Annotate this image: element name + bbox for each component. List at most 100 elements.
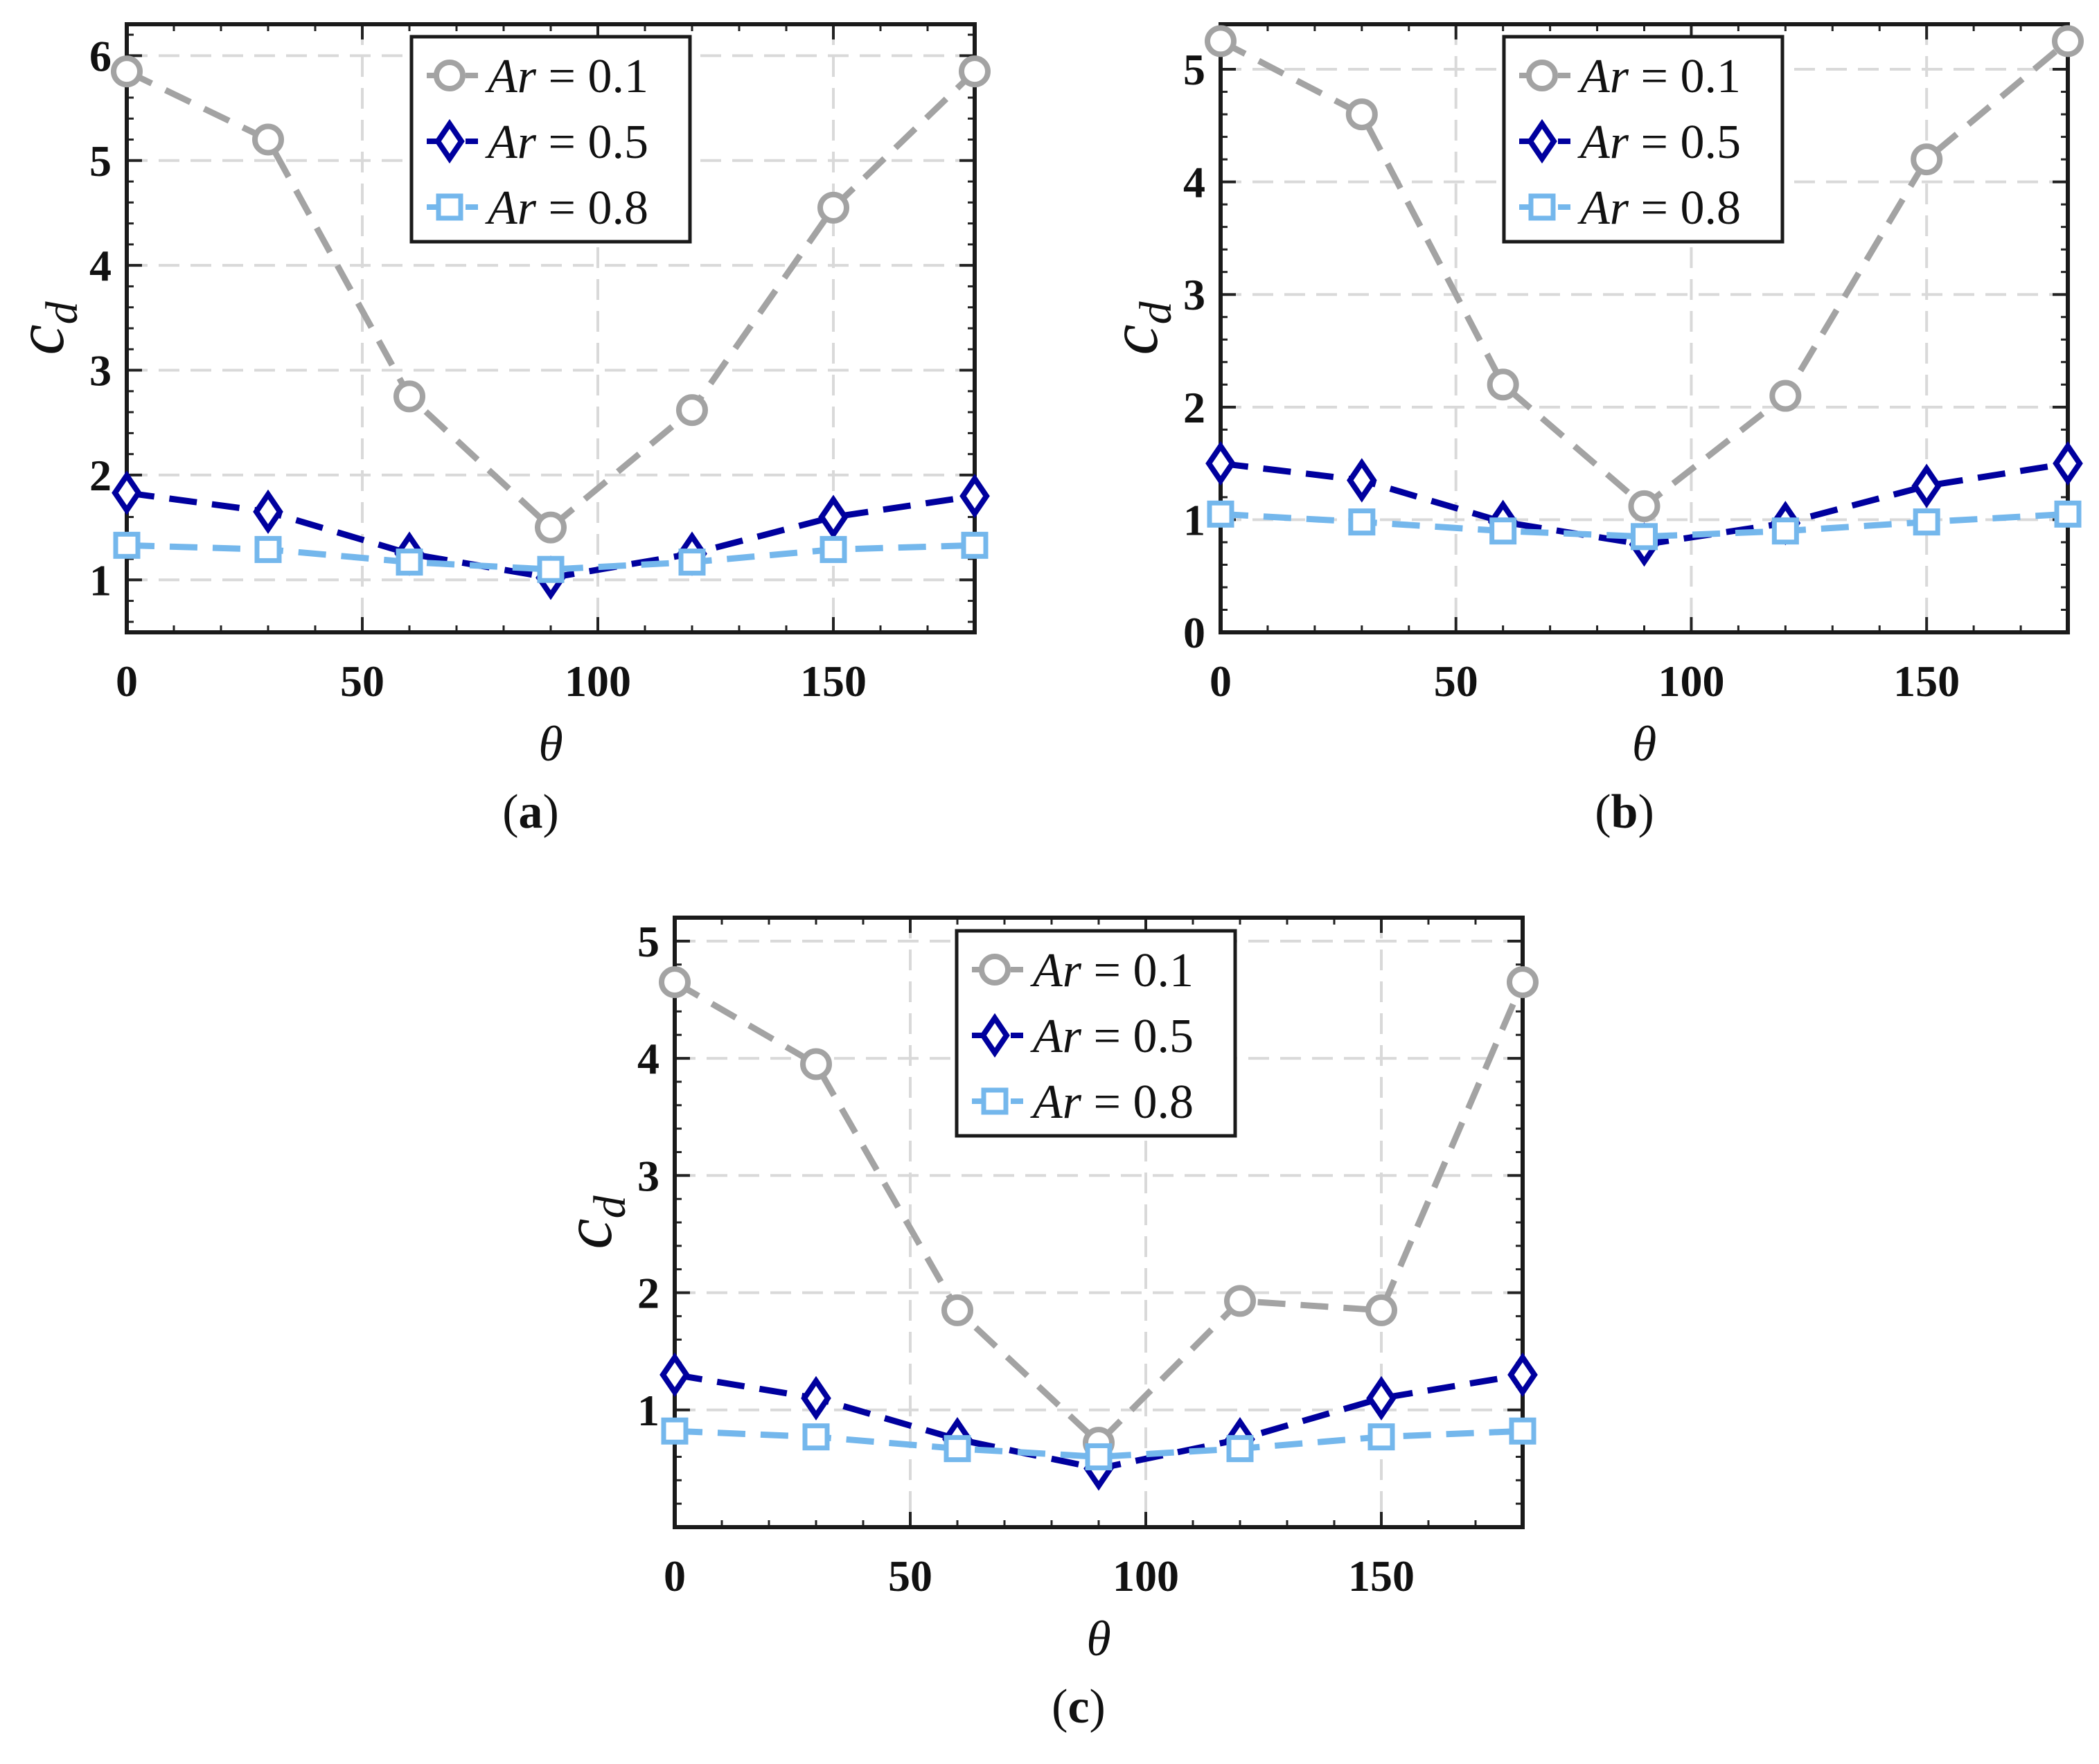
axes-frame: [673, 916, 1525, 1529]
legend-equals: =: [536, 181, 587, 235]
legend-variable: Ar: [485, 50, 537, 103]
legend-equals: =: [536, 50, 587, 103]
data-point: [1346, 458, 1377, 503]
legend-value: 0.5: [1133, 1010, 1194, 1063]
y-tick-label: 2: [89, 451, 112, 500]
data-point: [1913, 508, 1940, 536]
y-axis-label: cd: [549, 1195, 635, 1249]
legend-marker: [436, 193, 463, 221]
data-point: [1489, 517, 1517, 545]
legend-marker: [1527, 118, 1557, 164]
data-point: [1628, 490, 1660, 522]
data-point: [1487, 368, 1519, 401]
legend-label: Ar = 0.8: [485, 181, 648, 235]
data-point: [393, 380, 425, 413]
y-axis-label-subscript: d: [1131, 301, 1181, 324]
y-tick-label: 4: [637, 1034, 659, 1083]
legend-entry: Ar = 0.5: [427, 116, 648, 169]
data-point: [396, 549, 423, 576]
legend-entry: Ar = 0.5: [1519, 116, 1741, 169]
panel-caption-close: ): [1638, 785, 1654, 839]
data-point: [1224, 1285, 1256, 1317]
series-ar-0-8: [1207, 500, 2082, 551]
series-ar-0-1: [1205, 25, 2084, 522]
data-point: [1226, 1435, 1254, 1463]
y-axis-label-subscript: d: [585, 1195, 635, 1218]
data-point: [1631, 523, 1658, 551]
legend-entry: Ar = 0.8: [427, 181, 648, 235]
series-ar-0-8: [113, 531, 989, 583]
data-point: [802, 1423, 830, 1451]
x-axis-label: θ: [1086, 1611, 1110, 1666]
legend-marker: [1526, 60, 1558, 91]
y-axis-label: cd: [1095, 301, 1181, 355]
data-point: [800, 1048, 832, 1080]
legend-value: 0.8: [587, 181, 648, 235]
data-point: [1085, 1443, 1113, 1470]
y-tick-label: 1: [637, 1386, 659, 1435]
data-point: [1205, 440, 1236, 486]
data-point: [961, 531, 989, 559]
y-axis-label-main: c: [1, 324, 78, 355]
legend-entry: Ar = 0.8: [972, 1076, 1194, 1129]
y-tick-label: 5: [1183, 45, 1205, 94]
legend-label: Ar = 0.1: [485, 50, 648, 103]
x-tick-label: 150: [800, 657, 867, 706]
legend-variable: Ar: [485, 116, 537, 169]
legend-equals: =: [1629, 181, 1680, 235]
data-point: [112, 470, 142, 515]
legend-entry: Ar = 0.5: [972, 1010, 1194, 1063]
legend-equals: =: [1081, 944, 1133, 997]
legend-value: 0.1: [1680, 50, 1741, 103]
x-tick-label: 0: [664, 1551, 686, 1601]
x-axis-label: θ: [1632, 716, 1656, 772]
data-point: [661, 1417, 689, 1445]
data-point: [1367, 1423, 1395, 1451]
legend-variable: Ar: [1577, 181, 1629, 235]
legend-equals: =: [1629, 50, 1680, 103]
data-point: [820, 535, 847, 563]
legend-label: Ar = 0.5: [485, 116, 648, 169]
axes-frame: [1219, 22, 2070, 634]
data-point: [254, 535, 282, 563]
data-point: [817, 191, 849, 224]
data-point: [1366, 1375, 1397, 1420]
x-tick-label: 150: [1348, 1551, 1415, 1601]
legend-label: Ar = 0.8: [1030, 1076, 1194, 1129]
panel-caption-letter: b: [1611, 785, 1638, 839]
legend-equals: =: [536, 116, 587, 169]
data-point: [678, 549, 706, 576]
x-tick-label: 50: [888, 1551, 932, 1601]
x-tick-label: 50: [1434, 657, 1478, 706]
data-point: [1769, 380, 1802, 412]
series-ar-0-1: [659, 966, 1539, 1459]
data-point: [1507, 1352, 1538, 1398]
legend-label: Ar = 0.8: [1577, 181, 1741, 235]
legend-value: 0.8: [1680, 181, 1741, 235]
y-axis-label-main: c: [1095, 324, 1172, 355]
legend-variable: Ar: [1030, 1010, 1082, 1063]
x-tick-label: 0: [1210, 657, 1232, 706]
series-ar-0-1: [111, 55, 991, 544]
data-point: [252, 123, 284, 156]
legend-entry: Ar = 0.1: [972, 944, 1194, 997]
data-point: [959, 474, 990, 519]
y-tick-label: 4: [89, 241, 112, 290]
legend-value: 0.5: [587, 116, 648, 169]
legend-label: Ar = 0.1: [1030, 944, 1194, 997]
legend-equals: =: [1629, 116, 1680, 169]
axes-frame: [125, 22, 977, 634]
panel-caption-close: ): [1090, 1680, 1106, 1734]
panel-caption-close: ): [543, 785, 559, 839]
y-tick-label: 4: [1183, 158, 1205, 207]
x-tick-label: 150: [1893, 657, 1960, 706]
legend-label: Ar = 0.5: [1030, 1010, 1194, 1063]
y-tick-label: 3: [89, 346, 112, 395]
panel-caption-open: (: [1052, 1680, 1068, 1734]
y-tick-label: 3: [1183, 270, 1205, 319]
y-tick-label: 2: [1183, 383, 1205, 432]
data-point: [659, 1352, 690, 1398]
